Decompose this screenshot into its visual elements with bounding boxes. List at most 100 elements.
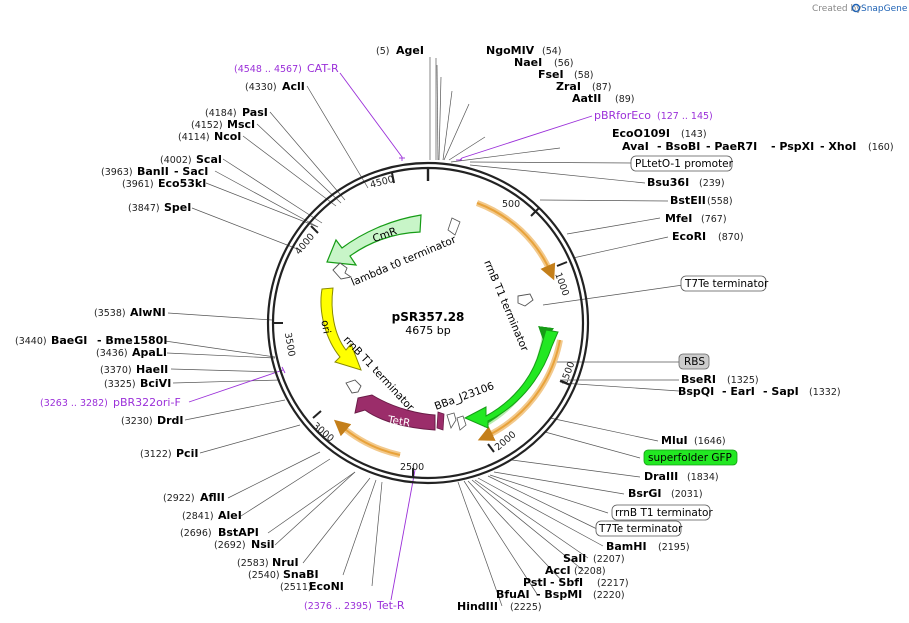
- backbone-outer: [266, 161, 590, 485]
- svg-text:(143): (143): [681, 129, 707, 140]
- svg-text:(127 .. 145): (127 .. 145): [657, 111, 713, 122]
- primer-cat-r[interactable]: CAT-R: [307, 62, 339, 75]
- site-baegi-group[interactable]: (3440) BaeGI - Bme1580I: [15, 334, 167, 347]
- site-bsteii[interactable]: BstEII: [670, 194, 706, 207]
- svg-text:(3325): (3325): [104, 379, 136, 390]
- svg-text:(3263 .. 3282): (3263 .. 3282): [40, 398, 108, 409]
- plasmid-name: pSR357.28: [392, 310, 465, 324]
- tick-4000: 4000: [293, 231, 317, 257]
- tick-1000: 1000: [552, 271, 571, 297]
- svg-text:(2540): (2540): [248, 570, 280, 581]
- site-scai[interactable]: ScaI: [196, 153, 222, 166]
- site-fsei[interactable]: FseI: [538, 68, 564, 81]
- snapgene-logo-icon: [851, 3, 861, 13]
- svg-text:- BspMI: - BspMI: [536, 588, 582, 601]
- site-eco0109i[interactable]: EcoO109I: [612, 127, 670, 140]
- tetr-feature[interactable]: [354, 394, 436, 431]
- site-zrai[interactable]: ZraI: [556, 80, 581, 93]
- site-aval-group[interactable]: AvaI - BsoBI - PaeR7I - PspXI - XhoI (16…: [622, 140, 894, 153]
- site-acli[interactable]: AclI: [282, 80, 305, 93]
- site-haeii[interactable]: HaeII: [136, 363, 168, 376]
- site-alei[interactable]: AleI: [218, 509, 242, 522]
- svg-text:(1834): (1834): [687, 472, 719, 483]
- feature-box-sfgfp[interactable]: [643, 449, 738, 466]
- svg-text:(558): (558): [707, 196, 733, 207]
- leader-lines: [164, 57, 684, 607]
- site-bamhi[interactable]: BamHI: [606, 540, 647, 553]
- svg-text:(2841): (2841): [182, 511, 214, 522]
- site-ngomiv[interactable]: NgoMIV: [486, 44, 535, 57]
- feature-box-rbs[interactable]: [678, 353, 710, 370]
- site-snabi[interactable]: SnaBI: [283, 568, 319, 581]
- site-econi[interactable]: EcoNI: [309, 580, 344, 593]
- site-afliii[interactable]: AflII: [200, 491, 225, 504]
- site-bspqi-group[interactable]: BspQI - EarI - SapI (1332): [678, 385, 841, 398]
- site-bseri[interactable]: BseRI: [681, 373, 716, 386]
- site-aatii[interactable]: AatII: [572, 92, 601, 105]
- svg-text:(3961): (3961): [122, 179, 154, 190]
- site-alwni[interactable]: AlwNI: [130, 306, 166, 319]
- site-drdi[interactable]: DrdI: [157, 414, 184, 427]
- site-msci[interactable]: MscI: [227, 118, 255, 131]
- site-agei[interactable]: AgeI: [396, 44, 424, 57]
- svg-text:(3436): (3436): [96, 348, 128, 359]
- svg-text:(2208): (2208): [574, 566, 606, 577]
- svg-text:AvaI: AvaI: [622, 140, 649, 153]
- feature-box-rrnb[interactable]: [611, 504, 711, 521]
- svg-text:(3122): (3122): [140, 449, 172, 460]
- site-pcii[interactable]: PciI: [176, 447, 198, 460]
- svg-text:(2511): (2511): [280, 582, 312, 593]
- svg-text:(2696): (2696): [180, 528, 212, 539]
- svg-text:- SapI: - SapI: [763, 385, 799, 398]
- site-mfei[interactable]: MfeI: [665, 212, 692, 225]
- svg-text:- PspXI: - PspXI: [771, 140, 814, 153]
- site-mlui[interactable]: MluI: [661, 434, 688, 447]
- site-psti-group[interactable]: PstI - SbfI (2217): [523, 576, 629, 589]
- site-eco53ki[interactable]: Eco53kI: [158, 177, 206, 190]
- ori-label: ori: [318, 319, 332, 335]
- svg-text:(239): (239): [699, 178, 725, 189]
- svg-text:(2217): (2217): [597, 578, 629, 589]
- svg-text:BaeGI: BaeGI: [51, 334, 87, 347]
- site-draiii[interactable]: DraIII: [644, 470, 678, 483]
- site-bfuai-group[interactable]: BfuAI - BspMI (2220): [496, 588, 625, 601]
- svg-text:(2220): (2220): [593, 590, 625, 601]
- svg-text:- PaeR7I: - PaeR7I: [706, 140, 757, 153]
- svg-text:(4114): (4114): [178, 132, 210, 143]
- svg-text:T7Te terminator: T7Te terminator: [684, 278, 769, 290]
- svg-text:(2195): (2195): [658, 542, 690, 553]
- site-ncoi[interactable]: NcoI: [214, 130, 241, 143]
- site-banii-group[interactable]: (3963) BanII - SacI: [101, 165, 208, 178]
- site-spei[interactable]: SpeI: [164, 201, 191, 214]
- site-bsu36i[interactable]: Bsu36I: [647, 176, 689, 189]
- site-sali[interactable]: SalI: [563, 552, 586, 565]
- feature-box-t7te-1[interactable]: [680, 275, 767, 292]
- tetr-label: TetR: [386, 414, 411, 430]
- site-nrui[interactable]: NruI: [272, 556, 299, 569]
- gfp-feature[interactable]: [463, 329, 559, 429]
- site-hindiii[interactable]: HindIII: [457, 600, 498, 613]
- svg-text:(2922): (2922): [163, 493, 195, 504]
- site-bcivi[interactable]: BciVI: [140, 377, 171, 390]
- ori-feature[interactable]: [320, 287, 362, 371]
- cmr-feature[interactable]: [326, 214, 422, 266]
- primer-tet-r[interactable]: Tet-R: [376, 599, 405, 612]
- primer-pbrforeco[interactable]: pBRforEco: [594, 109, 651, 122]
- ring-ticks: [273, 172, 571, 478]
- site-ecori[interactable]: EcoRI: [672, 230, 706, 243]
- site-pasi[interactable]: PasI: [242, 106, 268, 119]
- site-naei[interactable]: NaeI: [514, 56, 542, 69]
- site-bstapi[interactable]: BstAPI: [218, 526, 259, 539]
- plasmid-length: 4675 bp: [405, 324, 450, 337]
- primer-pbr322ori-f[interactable]: pBR322ori-F: [113, 396, 181, 409]
- feature-box-pltet[interactable]: [630, 155, 733, 172]
- feature-box-t7te-2[interactable]: [595, 520, 682, 537]
- site-bsrgi[interactable]: BsrGI: [628, 487, 661, 500]
- pltet-label: PLtetO-1 promoter: [635, 158, 734, 170]
- site-nsii[interactable]: NsiI: [251, 538, 275, 551]
- svg-text:BspQI: BspQI: [678, 385, 714, 398]
- svg-text:(1325): (1325): [727, 375, 759, 386]
- site-apali[interactable]: ApaLI: [132, 346, 167, 359]
- svg-text:(2583): (2583): [237, 558, 269, 569]
- site-acci[interactable]: AccI: [545, 564, 571, 577]
